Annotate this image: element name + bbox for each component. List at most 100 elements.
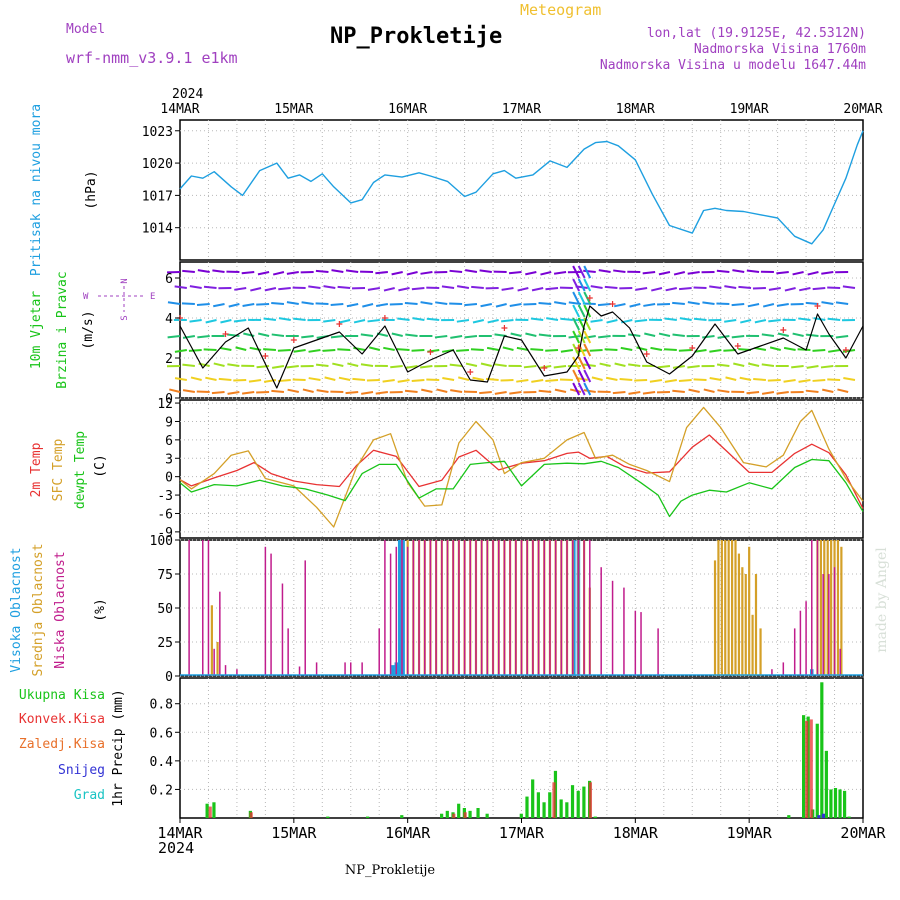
wind-arrow (174, 349, 187, 353)
wind-arrow (740, 319, 752, 324)
precip-bar (525, 796, 529, 818)
precip-bar (838, 789, 842, 818)
precip-bar (820, 682, 824, 818)
cloud-bar (486, 540, 489, 676)
wind-arrow (614, 362, 626, 367)
wind-arrow (465, 362, 478, 367)
precip-bar (463, 812, 467, 818)
wind-arrow (389, 303, 403, 306)
wind-arrow (791, 365, 804, 369)
wind-arrow (525, 332, 537, 337)
wind-arrow (257, 332, 270, 337)
wind-arrow (694, 349, 707, 353)
wind-arrow (227, 333, 240, 337)
precip-bar (208, 806, 212, 818)
temp-label-3: dewpt Temp (73, 431, 88, 509)
wind-arrow (397, 317, 410, 321)
wind-arrow (553, 365, 567, 369)
wind-arrow (182, 363, 195, 367)
cloud-bar (823, 540, 826, 676)
precip-bar (205, 803, 209, 818)
cloud-bar (384, 540, 386, 676)
wind-arrow (293, 349, 306, 353)
wind-arrow (629, 303, 641, 308)
precip-bar (452, 813, 456, 818)
wind-arrow (746, 391, 760, 395)
wind-arrow (494, 363, 507, 367)
y-tick-label: 9 (165, 415, 173, 430)
wind-arrow (367, 287, 381, 291)
bottom-year: 2024 (158, 839, 194, 857)
wind-arrow (479, 269, 492, 273)
wind-arrow (441, 285, 455, 289)
cloud-bar (759, 628, 762, 676)
wind-arrow-storm (577, 291, 586, 305)
wind-arrow (783, 346, 796, 351)
wind-arrow (456, 349, 470, 352)
temp-line-1 (179, 406, 864, 528)
wind-arrow (590, 285, 603, 289)
wind-arrow (664, 317, 677, 321)
cloud-bar (543, 540, 546, 676)
wind-arrow (508, 271, 522, 275)
wind-arrow (724, 319, 737, 323)
wind-arrow (835, 335, 849, 339)
precip-bar (457, 803, 461, 818)
wind-arrow (501, 287, 514, 291)
wind-arrow (242, 303, 255, 307)
y-tick-label: 4 (165, 312, 173, 327)
cloud-bar (836, 540, 840, 676)
wind-arrow (688, 388, 700, 393)
wind-arrow-storm (583, 369, 592, 383)
wind-arrow (761, 363, 775, 367)
cloud-bar (611, 580, 614, 676)
wind-arrow (182, 335, 196, 339)
wind-arrow (678, 349, 692, 352)
top-date-label: 17MAR (502, 102, 541, 117)
wind-arrow (353, 319, 366, 324)
wind-arrow (813, 317, 826, 321)
wind-arrow (628, 391, 641, 395)
cloud-bar (224, 665, 227, 676)
wind-arrow (345, 391, 359, 395)
wind-arrow (591, 376, 603, 381)
wind-arrow (502, 346, 514, 351)
precip-bar (833, 788, 838, 818)
cloud-bar (741, 567, 744, 676)
wind-arrow (227, 391, 240, 395)
gust-mark (501, 325, 508, 331)
cloud-bar (361, 662, 363, 676)
wind-arrow (293, 317, 306, 321)
wind-arrow (315, 302, 329, 305)
wind-arrow (748, 362, 760, 367)
wind-arrow (598, 335, 611, 339)
gust-mark (262, 353, 269, 359)
cloud-bar (397, 540, 402, 676)
wind-arrow (589, 349, 603, 352)
cloud-bar (805, 601, 807, 676)
wind-arrow (189, 319, 202, 323)
top-date-label: 16MAR (388, 102, 427, 117)
wind-arrow-storm (572, 291, 581, 305)
wind-arrow (301, 335, 314, 339)
precip-bar (802, 715, 806, 818)
wind-arrow-storm (572, 369, 581, 383)
wind-arrow (367, 319, 380, 323)
wind-arrow (360, 333, 374, 337)
wind-arrow (843, 376, 856, 381)
wind-arrow (678, 287, 692, 291)
wind-arrow (642, 271, 656, 275)
wind-arrow (761, 391, 775, 395)
cloud-bar (554, 540, 557, 676)
precip-bar (552, 782, 556, 818)
gust-mark (381, 315, 388, 321)
wind-arrow (263, 317, 277, 321)
wind-arrow (302, 388, 314, 393)
cloud-bar (577, 540, 580, 676)
wind-arrow-storm (583, 330, 592, 344)
cloud-bar (236, 669, 238, 676)
cloud-bar (730, 540, 734, 676)
wind-arrow (411, 287, 425, 291)
wind-arrow (189, 285, 202, 289)
precip-bar (559, 799, 563, 818)
